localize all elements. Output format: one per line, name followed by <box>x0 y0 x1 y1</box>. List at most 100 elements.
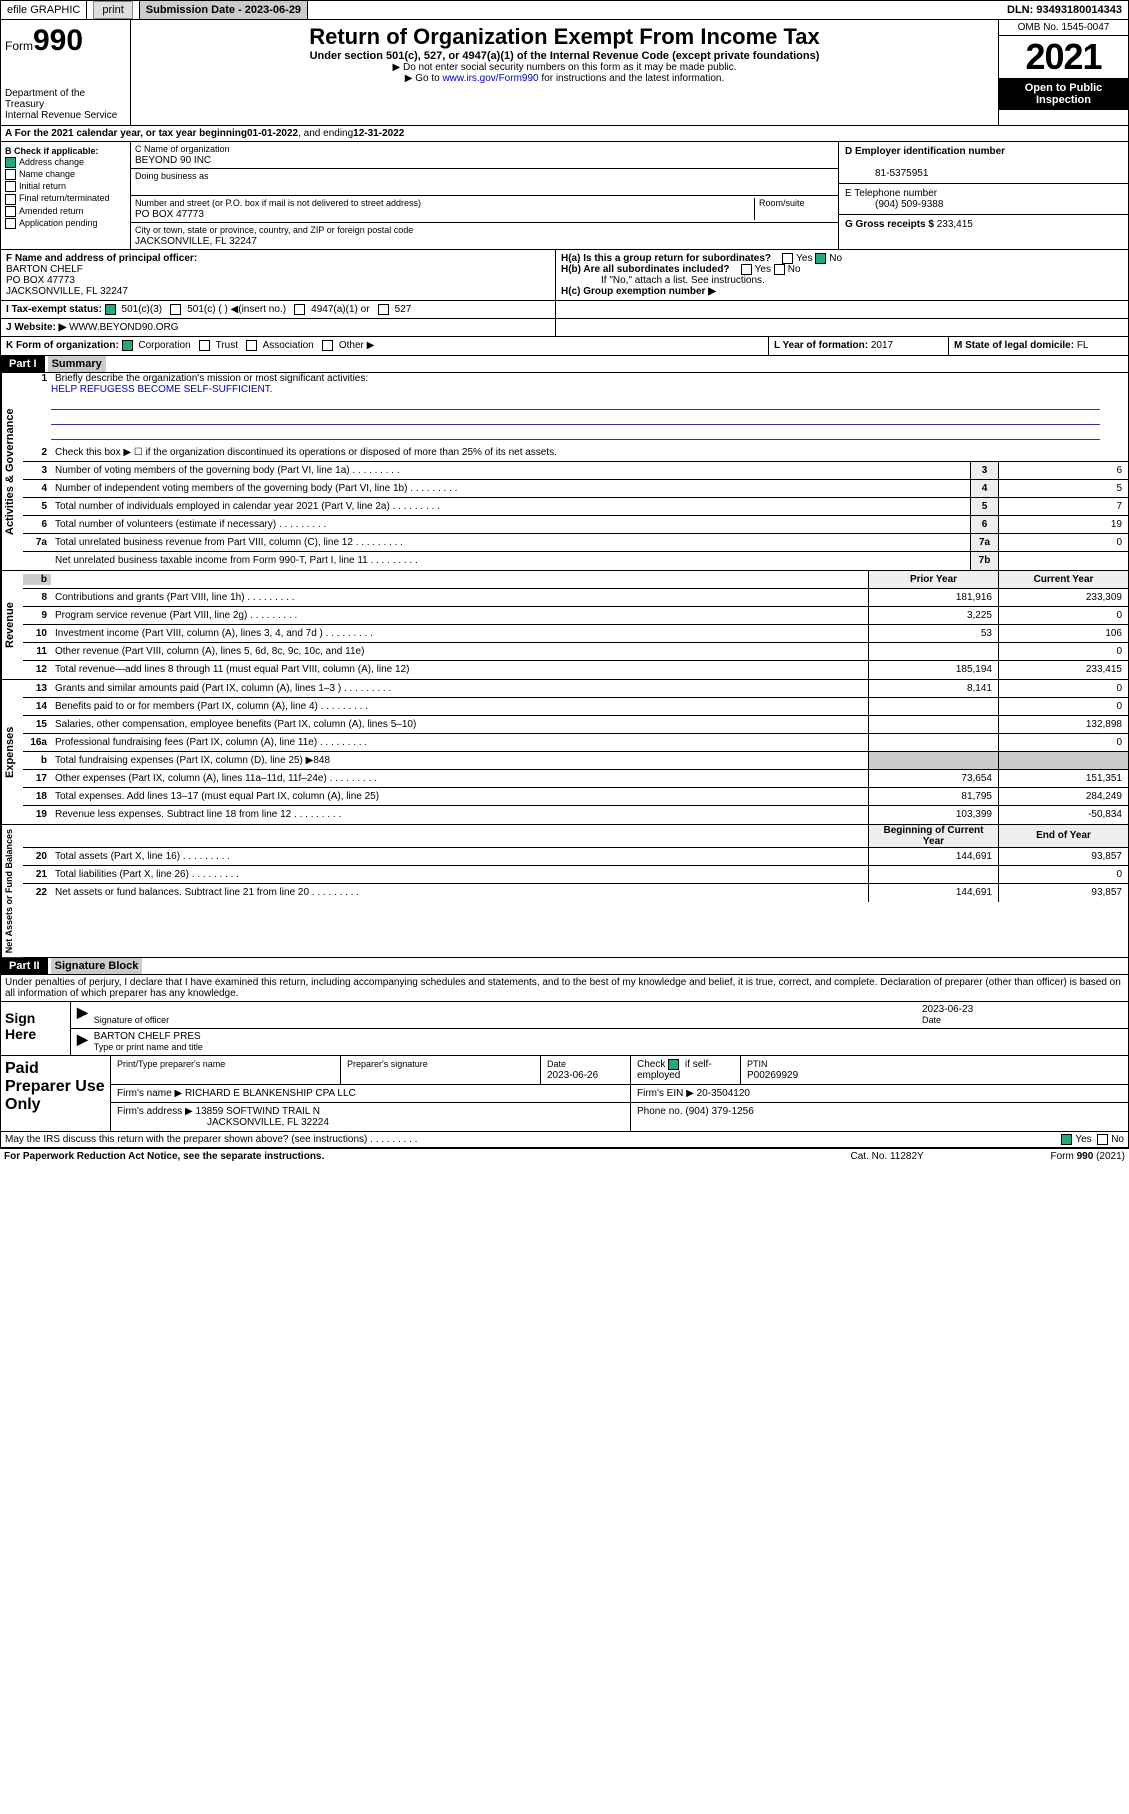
l10-current: 106 <box>998 625 1128 642</box>
cb-ha-no[interactable] <box>815 253 826 264</box>
prep-date: 2023-06-26 <box>547 1070 598 1081</box>
paid-preparer-block: Paid Preparer Use Only Print/Type prepar… <box>0 1056 1129 1132</box>
cb-application-pending[interactable] <box>5 218 16 229</box>
l18-current: 284,249 <box>998 788 1128 805</box>
part-i-header: Part I Summary <box>0 356 1129 373</box>
cb-4947[interactable] <box>294 304 305 315</box>
l15-current: 132,898 <box>998 716 1128 733</box>
l15-prior <box>868 716 998 733</box>
val-l6: 19 <box>998 516 1128 533</box>
section-net-assets: Net Assets or Fund Balances Beginning of… <box>0 825 1129 958</box>
print-button[interactable]: print <box>93 1 132 19</box>
cb-527[interactable] <box>378 304 389 315</box>
goto-note: ▶ Go to www.irs.gov/Form990 for instruct… <box>135 73 994 84</box>
sig-date: 2023-06-23 <box>922 1004 973 1015</box>
cb-discuss-no[interactable] <box>1097 1134 1108 1145</box>
col-c-org-info: C Name of organization BEYOND 90 INC Doi… <box>131 142 838 249</box>
org-name: BEYOND 90 INC <box>135 155 211 166</box>
ptin: P00269929 <box>747 1070 798 1081</box>
l8-prior: 181,916 <box>868 589 998 606</box>
cb-hb-no[interactable] <box>774 264 785 275</box>
firm-addr: 13859 SOFTWIND TRAIL N <box>196 1106 320 1117</box>
officer-name: BARTON CHELF <box>6 264 83 275</box>
cb-corp[interactable] <box>122 340 133 351</box>
cb-ha-yes[interactable] <box>782 253 793 264</box>
firm-ein: 20-3504120 <box>697 1088 750 1099</box>
l9-prior: 3,225 <box>868 607 998 624</box>
col-b-checkboxes: B Check if applicable: Address change Na… <box>1 142 131 249</box>
discuss-row: May the IRS discuss this return with the… <box>0 1132 1129 1148</box>
cb-address-change[interactable] <box>5 157 16 168</box>
l11-current: 0 <box>998 643 1128 660</box>
val-l5: 7 <box>998 498 1128 515</box>
cb-name-change[interactable] <box>5 169 16 180</box>
l17-current: 151,351 <box>998 770 1128 787</box>
l11-prior <box>868 643 998 660</box>
l20-end: 93,857 <box>998 848 1128 865</box>
section-revenue: Revenue bPrior YearCurrent Year 8Contrib… <box>0 571 1129 680</box>
val-l4: 5 <box>998 480 1128 497</box>
l13-current: 0 <box>998 680 1128 697</box>
l19-prior: 103,399 <box>868 806 998 824</box>
l21-end: 0 <box>998 866 1128 883</box>
val-l7a: 0 <box>998 534 1128 551</box>
firm-name: RICHARD E BLANKENSHIP CPA LLC <box>185 1088 356 1099</box>
l14-prior <box>868 698 998 715</box>
row-fh: F Name and address of principal officer:… <box>0 250 1129 301</box>
row-i: I Tax-exempt status: 501(c)(3) 501(c) ( … <box>0 301 1129 319</box>
l12-prior: 185,194 <box>868 661 998 679</box>
mission-text[interactable]: HELP REFUGESS BECOME SELF-SUFFICIENT. <box>51 384 273 395</box>
dept-treasury: Department of the Treasury <box>5 88 126 110</box>
form-subtitle: Under section 501(c), 527, or 4947(a)(1)… <box>135 50 994 62</box>
dln: DLN: 93493180014343 <box>1001 1 1128 19</box>
col-de: D Employer identification number 81-5375… <box>838 142 1128 249</box>
section-governance: Activities & Governance 1Briefly describ… <box>0 373 1129 571</box>
top-bar: efile GRAPHIC print Submission Date - 20… <box>0 0 1129 20</box>
l17-prior: 73,654 <box>868 770 998 787</box>
l22-end: 93,857 <box>998 884 1128 902</box>
sign-here-block: Sign Here ▶ Signature of officer 2023-06… <box>0 1002 1129 1056</box>
row-klm: K Form of organization: Corporation Trus… <box>0 337 1129 355</box>
l20-begin: 144,691 <box>868 848 998 865</box>
cb-amended-return[interactable] <box>5 206 16 217</box>
officer-sig-name: BARTON CHELF PRES <box>94 1031 201 1042</box>
cb-assoc[interactable] <box>246 340 257 351</box>
state-domicile: FL <box>1077 340 1089 351</box>
org-address: PO BOX 47773 <box>135 209 204 220</box>
l9-current: 0 <box>998 607 1128 624</box>
efile-label: efile GRAPHIC <box>1 1 87 19</box>
open-inspection: Open to Public Inspection <box>999 78 1128 110</box>
cb-other[interactable] <box>322 340 333 351</box>
form-number: Form990 <box>5 24 126 58</box>
l10-prior: 53 <box>868 625 998 642</box>
cb-501c3[interactable] <box>105 304 116 315</box>
l13-prior: 8,141 <box>868 680 998 697</box>
l14-current: 0 <box>998 698 1128 715</box>
cb-final-return[interactable] <box>5 194 16 205</box>
cb-initial-return[interactable] <box>5 181 16 192</box>
l22-begin: 144,691 <box>868 884 998 902</box>
cb-hb-yes[interactable] <box>741 264 752 275</box>
l21-begin <box>868 866 998 883</box>
irs-label: Internal Revenue Service <box>5 110 126 121</box>
section-expenses: Expenses 13Grants and similar amounts pa… <box>0 680 1129 825</box>
org-city: JACKSONVILLE, FL 32247 <box>135 236 257 247</box>
form-header: Form990 Department of the Treasury Inter… <box>0 20 1129 126</box>
form-ref: Form 990 (2021) <box>1051 1151 1125 1162</box>
year-formation: 2017 <box>871 340 893 351</box>
gross-receipts: 233,415 <box>937 219 973 230</box>
cb-discuss-yes[interactable] <box>1061 1134 1072 1145</box>
form990-link[interactable]: www.irs.gov/Form990 <box>442 73 538 84</box>
row-a-tax-year: A For the 2021 calendar year, or tax yea… <box>0 126 1129 142</box>
website: WWW.BEYOND90.ORG <box>69 322 178 333</box>
form-title: Return of Organization Exempt From Incom… <box>135 24 994 50</box>
cb-self-employed[interactable] <box>668 1059 679 1070</box>
l8-current: 233,309 <box>998 589 1128 606</box>
l18-prior: 81,795 <box>868 788 998 805</box>
cb-trust[interactable] <box>199 340 210 351</box>
penalties-text: Under penalties of perjury, I declare th… <box>0 975 1129 1002</box>
l16a-current: 0 <box>998 734 1128 751</box>
tax-year: 2021 <box>999 36 1128 78</box>
cb-501c[interactable] <box>170 304 181 315</box>
val-l7b <box>998 552 1128 570</box>
